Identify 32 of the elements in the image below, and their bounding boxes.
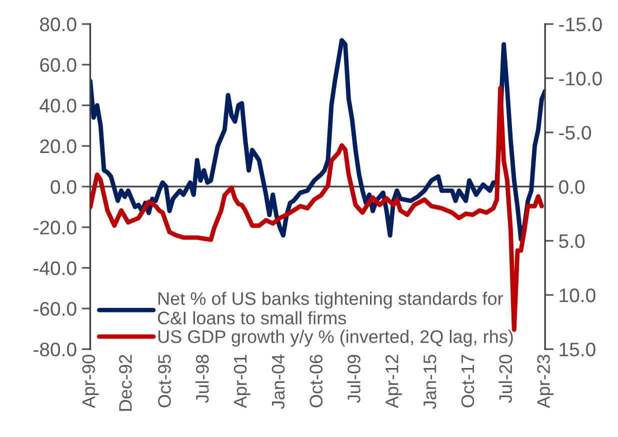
y2-tick-label: 0.0 bbox=[559, 180, 585, 194]
x-tick-label: Apr-12 bbox=[386, 354, 402, 408]
y2-tick-label: -5.0 bbox=[559, 126, 592, 140]
y-tick-label: 20.0 bbox=[40, 139, 76, 154]
y2-tick-label: 10.0 bbox=[560, 288, 596, 302]
x-tick-label: Jul-20 bbox=[498, 354, 512, 403]
y2-tick-label: -15.0 bbox=[559, 18, 602, 32]
y-tick-label: -60.0 bbox=[34, 302, 76, 316]
x-tick-label: Apr-01 bbox=[234, 354, 250, 408]
line-series bbox=[90, 38, 546, 242]
y-tick-label: 80.0 bbox=[40, 18, 76, 32]
y-tick-label: 0.0 bbox=[50, 180, 76, 194]
y-tick-label: 40.0 bbox=[40, 98, 76, 113]
x-tick-label: Jan-04 bbox=[272, 354, 285, 409]
y2-tick-label: 15.0 bbox=[560, 342, 596, 356]
x-tick-label: Jan-15 bbox=[424, 354, 436, 409]
x-tick-label: Apr-90 bbox=[82, 354, 99, 408]
legend-label: Net % of US banks tightening standards for C&I loans to small firms bbox=[158, 292, 503, 324]
x-tick-label: Oct-06 bbox=[310, 354, 323, 408]
y2-tick-label: 5.0 bbox=[559, 234, 585, 248]
y-tick-label: -20.0 bbox=[34, 220, 76, 234]
x-tick-label: Oct-17 bbox=[461, 354, 474, 408]
x-tick-label: Apr-23 bbox=[537, 354, 554, 408]
y-tick-label: 60.0 bbox=[40, 58, 76, 72]
y-tick-label: -40.0 bbox=[34, 261, 76, 276]
x-tick-label: Jul-09 bbox=[347, 354, 360, 403]
x-tick-label: Jul-98 bbox=[196, 354, 209, 403]
legend-label: US GDP growth y/y % (inverted, 2Q lag, rhs) bbox=[158, 330, 513, 347]
y-tick-label: -80.0 bbox=[34, 342, 76, 356]
x-tick-label: Dec-92 bbox=[119, 354, 132, 411]
x-tick-label: Oct-95 bbox=[158, 354, 171, 408]
y2-tick-label: -10.0 bbox=[559, 72, 602, 86]
